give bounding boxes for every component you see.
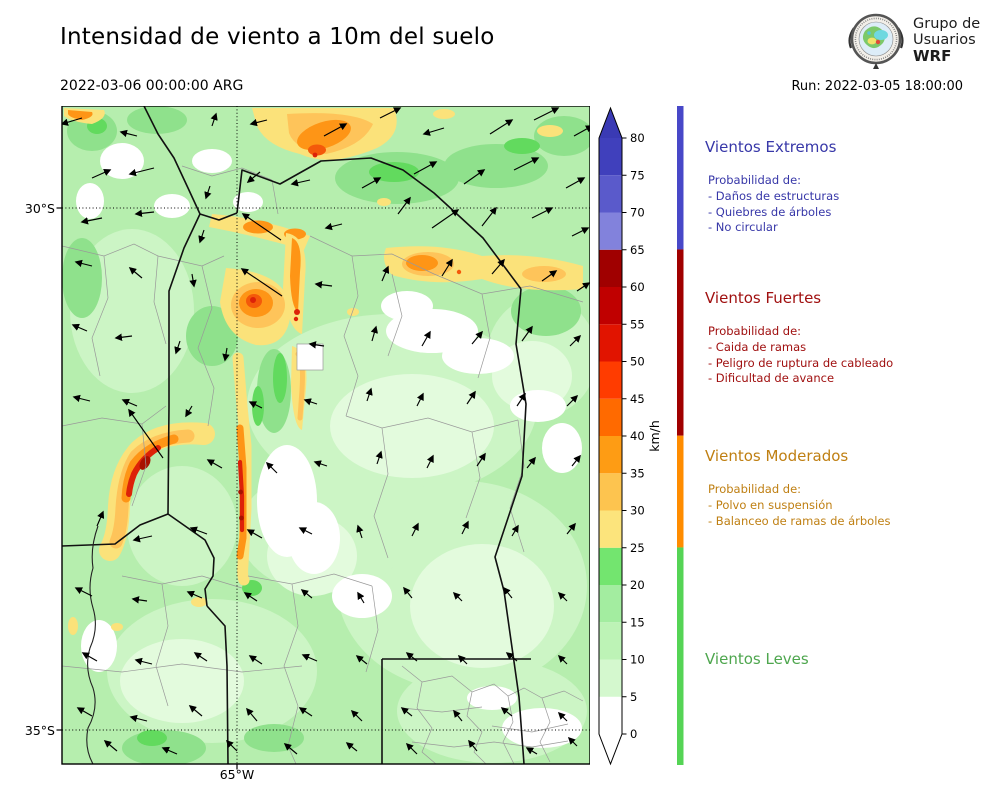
legend-line: - No circular (708, 220, 778, 235)
wrf-logo: Grupo de Usuarios WRF (845, 12, 1000, 70)
wind-field (62, 106, 590, 764)
legend-line: - Peligro de ruptura de cableado (708, 355, 894, 370)
lat-tick-35s: 35°S (24, 723, 55, 738)
legend-title-moderados: Vientos Moderados (705, 447, 849, 465)
legend-title-extremos: Vientos Extremos (705, 138, 837, 156)
colorbar-tick: 0 (630, 727, 637, 741)
lon-tick-65w: 65°W (219, 767, 255, 782)
legend-line: Probabilidad de: (708, 324, 802, 338)
legend-section-leves: Vientos Leves (705, 650, 985, 668)
category-strip (677, 106, 684, 765)
legend-line: - Daños de estructuras (708, 188, 840, 203)
legend-line: - Caida de ramas (708, 339, 807, 354)
lat-tick-30s: 30°S (24, 201, 55, 216)
legend-line: Probabilidad de: (708, 173, 802, 187)
colorbar-tick: 10 (630, 653, 645, 667)
legend-line: - Quiebres de árboles (708, 204, 832, 219)
wrf-logo-text: Grupo de Usuarios WRF (913, 12, 1000, 65)
colorbar-tick: 30 (630, 504, 645, 518)
page-title: Intensidad de viento a 10m del suelo (60, 24, 495, 50)
colorbar-tick: 60 (630, 280, 645, 294)
logo-line3: WRF (913, 47, 952, 65)
run-label: Run: 2022-03-05 18:00:00 (791, 79, 963, 94)
colorbar-tick: 75 (630, 168, 645, 182)
river-line (86, 525, 99, 764)
colorbar-tick: 65 (630, 243, 645, 257)
colorbar-tick: 20 (630, 578, 645, 592)
legend-line: Probabilidad de: (708, 482, 802, 496)
legend-section-extremos: Vientos Extremos Probabilidad de: - Daño… (705, 138, 985, 236)
colorbar-tick: 5 (630, 690, 637, 704)
legend-section-moderados: Vientos Moderados Probabilidad de: - Pol… (705, 447, 985, 529)
legend-line: - Polvo en suspensión (708, 497, 833, 512)
valid-time: 2022-03-06 00:00:00 ARG (60, 78, 244, 94)
legend-section-fuertes: Vientos Fuertes Probabilidad de: - Caida… (705, 289, 985, 387)
legend-line: - Dificultad de avance (708, 371, 835, 386)
legend-line: - Balanceo de ramas de árboles (708, 513, 891, 528)
colorbar-tick: 55 (630, 317, 645, 331)
wrf-logo-emblem (848, 13, 904, 69)
colorbar-tick: 80 (630, 131, 645, 145)
logo-line2: Usuarios (913, 32, 976, 48)
colorbar-unit-label: km/h (647, 420, 662, 452)
legend-title-leves: Vientos Leves (705, 650, 809, 668)
colorbar-tick: 70 (630, 206, 645, 220)
colorbar-tick: 35 (630, 466, 645, 480)
colorbar-tick: 40 (630, 429, 645, 443)
map-frame (61, 106, 590, 765)
colorbar-tick: 25 (630, 541, 645, 555)
legend-title-fuertes: Vientos Fuertes (705, 289, 822, 307)
colorbar-tick: 15 (630, 615, 645, 629)
colorbar-tick: 50 (630, 355, 645, 369)
wind-map (56, 106, 590, 770)
colorbar: 0 5 10 15 20 25 30 35 40 45 50 55 60 65 70 75 80 km/h (598, 106, 662, 766)
colorbar-tick: 45 (630, 392, 645, 406)
logo-line1: Grupo de (913, 16, 981, 32)
